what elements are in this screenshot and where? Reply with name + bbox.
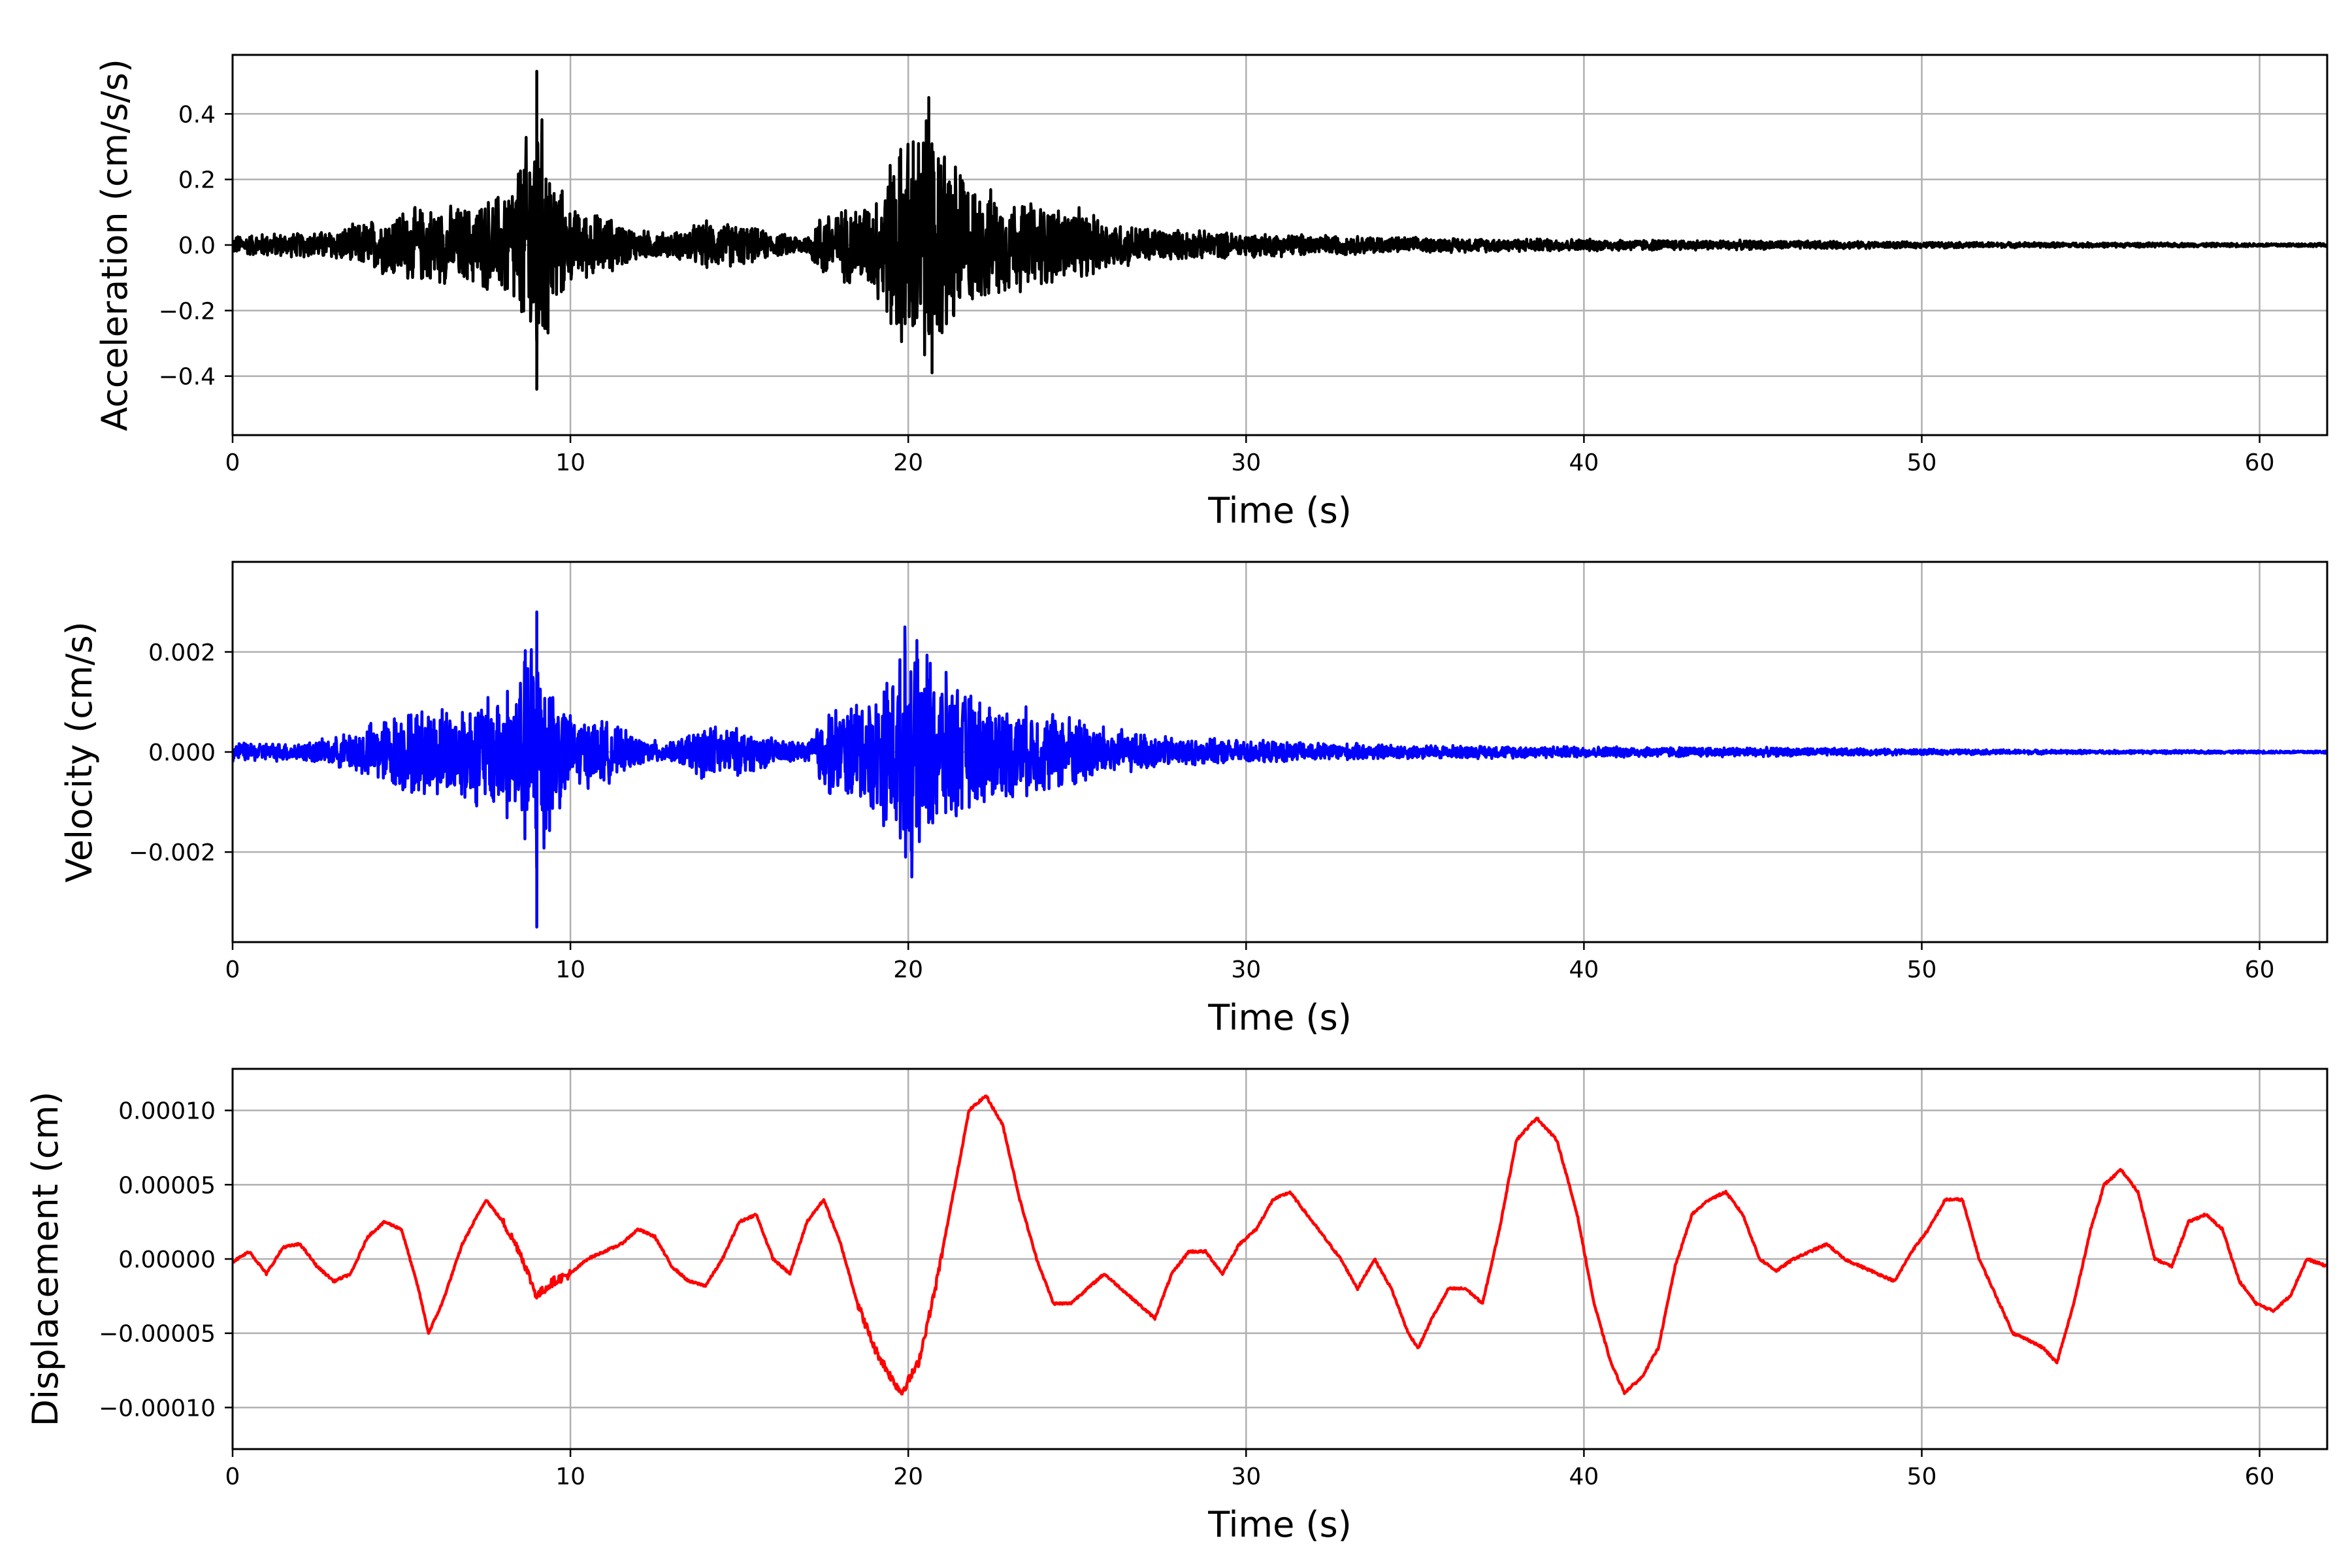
acceleration-series-line: [233, 69, 2327, 391]
displacement-y-tick-label: −0.00005: [99, 1321, 216, 1348]
displacement-x-axis-label: Time (s): [1207, 1504, 1352, 1545]
displacement-y-tick-label: 0.00010: [118, 1098, 216, 1125]
displacement-x-tick-label: 10: [555, 1463, 585, 1490]
displacement-y-axis-label: Displacement (cm): [25, 1092, 66, 1427]
acceleration-panel: 0 10 20 30 40 50 60 −0.4 −0.2 0.0 0.2 0.4 Time (s) Ac…: [94, 54, 2328, 531]
velocity-series-line: [233, 610, 2327, 929]
acceleration-y-tick-label: 0.0: [178, 233, 216, 259]
displacement-grid: [231, 1069, 2327, 1449]
displacement-x-tick-label: 0: [225, 1463, 240, 1490]
velocity-x-tick-label: 50: [1907, 956, 1937, 983]
velocity-y-tick-label: 0.002: [148, 640, 216, 666]
velocity-x-axis-label: Time (s): [1207, 997, 1352, 1038]
displacement-x-tick-label: 50: [1907, 1463, 1937, 1490]
acceleration-x-tick-label: 40: [1569, 449, 1599, 476]
velocity-x-tick-label: 20: [893, 956, 923, 983]
displacement-series-line: [233, 1094, 2327, 1396]
acceleration-y-tick-label: −0.2: [159, 298, 216, 325]
displacement-x-tick-label: 30: [1231, 1463, 1261, 1490]
displacement-y-tick-label: 0.00005: [118, 1172, 216, 1199]
displacement-y-tick-label: 0.00000: [118, 1247, 216, 1273]
acceleration-x-tick-label: 60: [2245, 449, 2275, 476]
velocity-x-tick-label: 60: [2245, 956, 2275, 983]
acceleration-y-axis-label: Acceleration (cm/s/s): [94, 59, 135, 431]
panels: 0 10 20 30 40 50 60 −0.4 −0.2 0.0 0.2 0.4 Time (s) Ac…: [25, 54, 2328, 1545]
displacement-x-tick-label: 40: [1569, 1463, 1599, 1490]
velocity-y-tick-label: 0.000: [148, 740, 216, 766]
velocity-x-tick-label: 0: [225, 956, 240, 983]
velocity-y-tick-label: −0.002: [129, 840, 216, 866]
acceleration-x-tick-label: 20: [893, 449, 923, 476]
displacement-x-tick-label: 60: [2245, 1463, 2275, 1490]
acceleration-x-tick-label: 10: [555, 449, 585, 476]
displacement-y-tick-label: −0.00010: [99, 1395, 216, 1422]
acceleration-x-tick-label: 30: [1231, 449, 1261, 476]
displacement-x-tick-label: 20: [893, 1463, 923, 1490]
acceleration-x-axis-label: Time (s): [1207, 490, 1352, 531]
velocity-x-tick-label: 40: [1569, 956, 1599, 983]
velocity-x-tick-label: 30: [1231, 956, 1261, 983]
acceleration-y-tick-label: 0.4: [178, 101, 216, 128]
displacement-panel: 0 10 20 30 40 50 60 −0.00010 −0.00005 0.00000 0.00…: [25, 1068, 2328, 1545]
acceleration-x-tick-label: 50: [1907, 449, 1937, 476]
velocity-x-tick-label: 10: [555, 956, 585, 983]
acceleration-x-tick-label: 0: [225, 449, 240, 476]
velocity-y-axis-label: Velocity (cm/s): [59, 621, 100, 883]
velocity-panel: 0 10 20 30 40 50 60 −0.002 0.000 0.002 Time (s) Vel…: [59, 561, 2328, 1038]
acceleration-y-tick-label: −0.4: [159, 364, 216, 391]
acceleration-y-tick-label: 0.2: [178, 167, 216, 194]
